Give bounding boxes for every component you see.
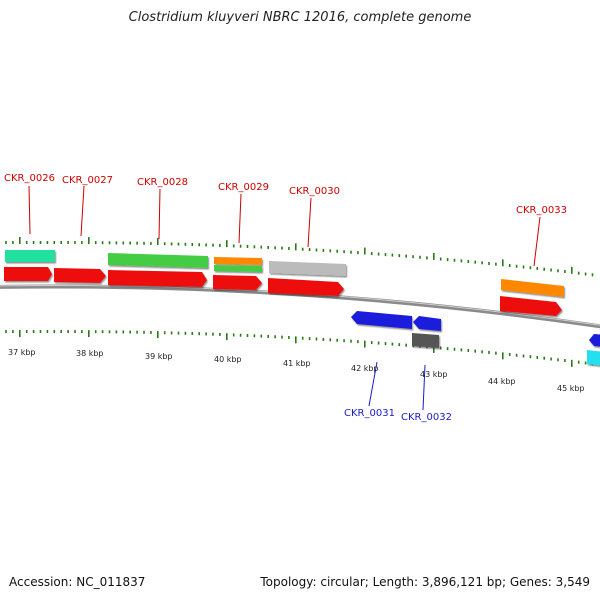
lower-tick-ruler	[5, 330, 594, 367]
kbp-label: 38 kbp	[76, 349, 104, 358]
cds-arrow-2[interactable]	[54, 268, 106, 283]
gene-ckr-0032-sub-feature[interactable]	[412, 333, 439, 348]
gene-features	[4, 250, 600, 366]
gene-label-ckr-0029[interactable]: CKR_0029	[218, 182, 269, 193]
map-title: Clostridium kluyveri NBRC 12016, complet…	[128, 10, 472, 25]
gene-label-ckr-0030[interactable]: CKR_0030	[289, 186, 340, 197]
kbp-label: 40 kbp	[214, 355, 242, 364]
kbp-label: 42 kbp	[351, 364, 379, 373]
kbp-label: 41 kbp	[283, 359, 311, 368]
kbp-label: 45 kbp	[557, 384, 585, 393]
gene-labels: CKR_0026 CKR_0027 CKR_0028 CKR_0029 CKR_…	[4, 173, 567, 423]
accession-text: Accession: NC_011837	[9, 575, 146, 589]
gene-label-ckr-0031[interactable]: CKR_0031	[344, 408, 395, 419]
gene-label-ckr-0033[interactable]: CKR_0033	[516, 205, 567, 216]
gene-ckr-0032-feature[interactable]	[413, 316, 441, 331]
kbp-label: 43 kbp	[420, 370, 448, 379]
cds-arrow-1[interactable]	[4, 267, 52, 281]
gene-ckr-0029-feature[interactable]	[214, 257, 262, 265]
gene-label-connectors	[28, 185, 541, 411]
edge-cyan-feature[interactable]	[587, 350, 600, 366]
gene-label-ckr-0027[interactable]: CKR_0027	[62, 175, 113, 186]
gene-ckr-0031-feature[interactable]	[351, 311, 412, 329]
genome-backbone	[0, 284, 600, 329]
kbp-label: 44 kbp	[488, 377, 516, 386]
gene-ckr-0028-feature[interactable]	[108, 253, 208, 268]
upper-tick-ruler	[5, 237, 594, 277]
cds-arrow-3[interactable]	[108, 270, 207, 287]
gene-label-ckr-0028[interactable]: CKR_0028	[137, 177, 188, 188]
kbp-labels: 37 kbp 38 kbp 39 kbp 40 kbp 41 kbp 42 kb…	[8, 348, 585, 393]
cds-arrow-5[interactable]	[268, 278, 344, 296]
cds-arrow-4[interactable]	[213, 275, 262, 290]
gene-ckr-0030-feature[interactable]	[269, 261, 346, 276]
topology-summary-text: Topology: circular; Length: 3,896,121 bp…	[260, 575, 590, 589]
gene-label-ckr-0032[interactable]: CKR_0032	[401, 412, 452, 423]
cds-arrow-6[interactable]	[500, 296, 562, 316]
kbp-label: 39 kbp	[145, 352, 173, 361]
gene-label-ckr-0026[interactable]: CKR_0026	[4, 173, 55, 184]
gene-ckr-0029-sub-feature[interactable]	[214, 265, 262, 272]
kbp-label: 37 kbp	[8, 348, 36, 357]
gene-ckr-0026-feature[interactable]	[5, 250, 55, 262]
edge-reverse-arrow[interactable]	[589, 334, 600, 347]
gene-ckr-0033-feature[interactable]	[501, 279, 564, 297]
